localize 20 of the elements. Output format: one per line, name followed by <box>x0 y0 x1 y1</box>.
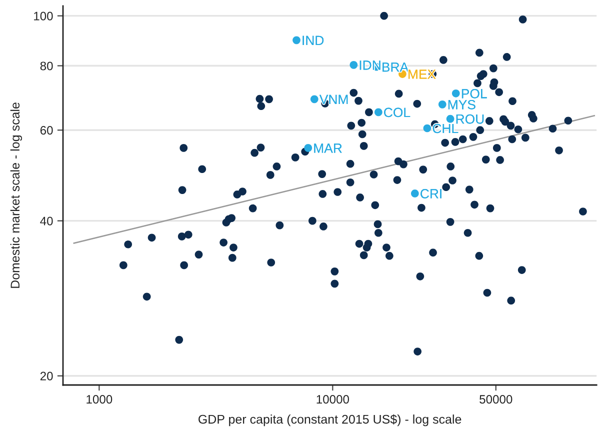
y-tick-label: 60 <box>40 126 53 135</box>
data-label: MYS <box>448 100 476 110</box>
data-label: CHL <box>432 124 458 134</box>
y-tick-label: 100 <box>34 12 53 20</box>
x-axis-title: GDP per capita (constant 2015 US$) - log scale <box>198 414 462 426</box>
y-tick-label: 80 <box>40 62 53 70</box>
y-tick-label: 20 <box>40 372 53 380</box>
data-label: MAR <box>314 144 342 153</box>
data-label: COL <box>384 108 410 118</box>
data-label: ROU <box>456 114 484 124</box>
data-label: BRA <box>382 62 409 72</box>
data-label: POL <box>462 88 487 98</box>
x-tick-label: 1000 <box>86 395 112 404</box>
x-tick-label: 50000 <box>480 395 512 404</box>
y-tick-label: 40 <box>40 216 53 226</box>
data-label: CRI <box>420 189 442 198</box>
y-axis-title: Domestic market scale - log scale <box>10 102 22 288</box>
data-label: VNM <box>319 94 348 104</box>
data-label: IND <box>302 36 324 45</box>
x-tick-label: 10000 <box>316 395 349 404</box>
